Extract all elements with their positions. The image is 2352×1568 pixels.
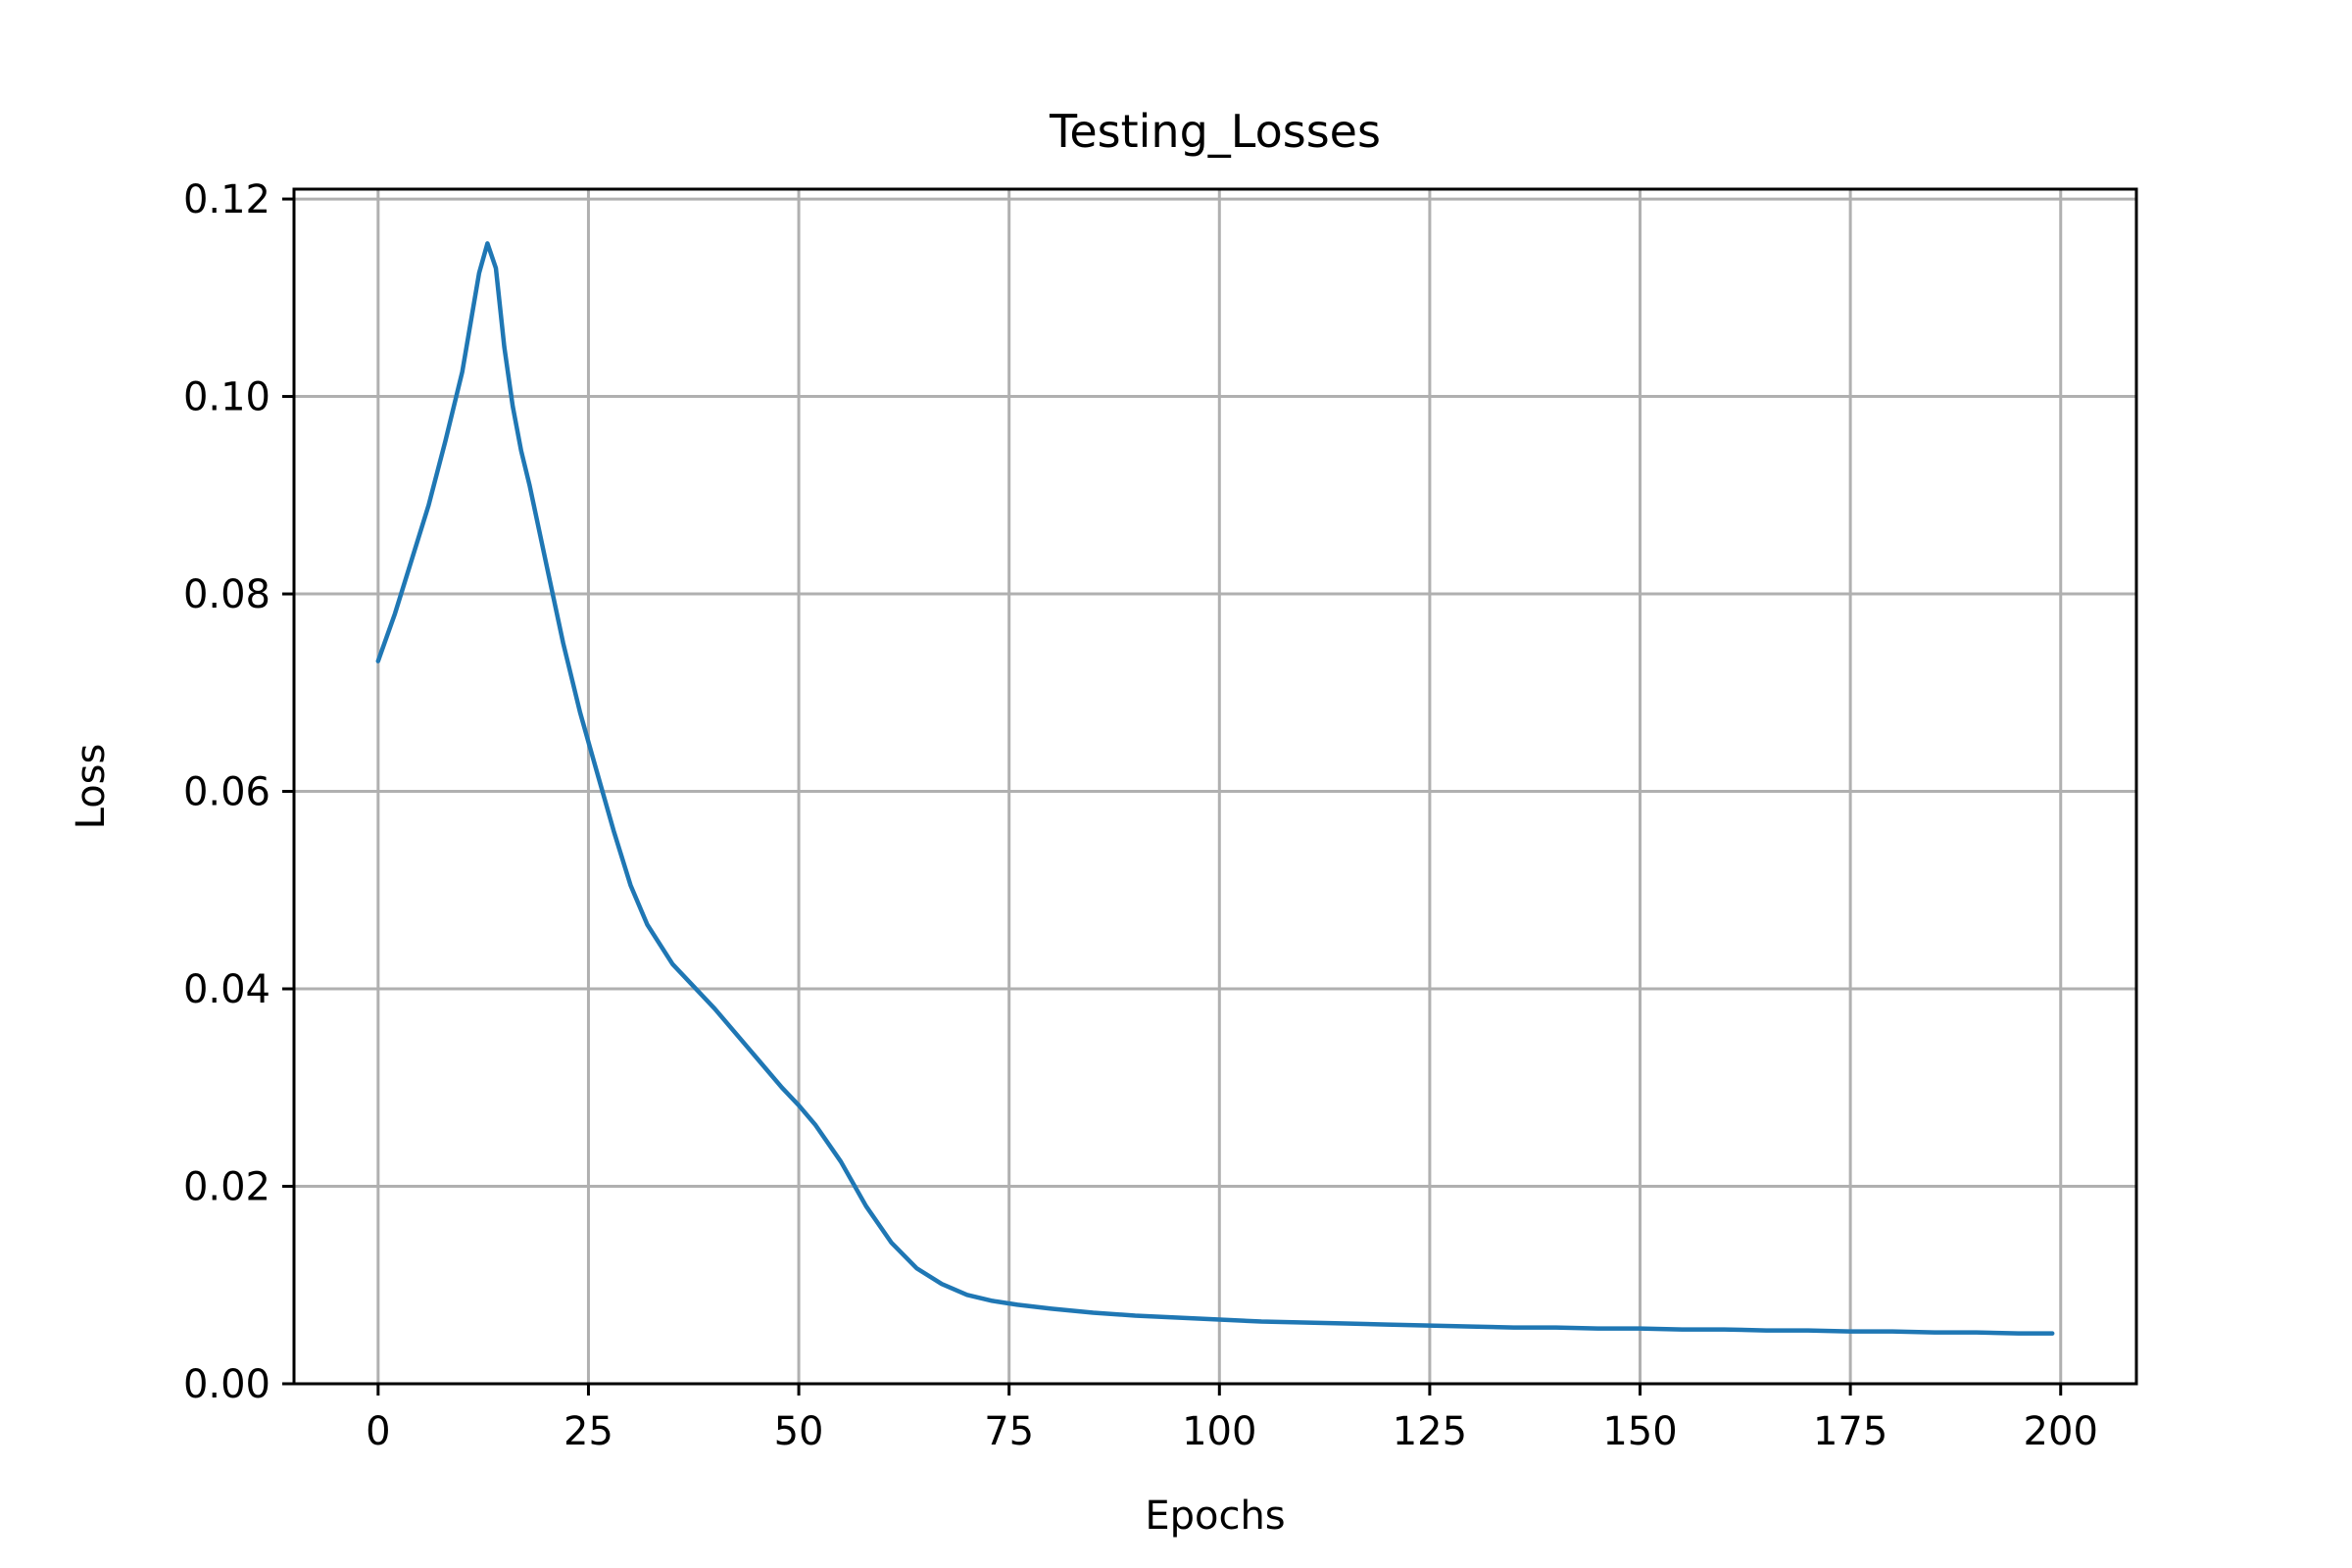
loss-series-line [375,241,2055,1336]
y-tick-label: 0.06 [183,770,270,815]
axes-frame [292,187,2138,1386]
y-tick-label: 0.10 [183,375,270,420]
y-tick-label: 0.02 [183,1165,270,1210]
chart-title: Testing_Losses [1049,105,1381,158]
x-tick-label: 50 [774,1409,824,1454]
x-tick-label: 75 [984,1409,1034,1454]
x-axis-label: Epochs [1145,1494,1285,1539]
x-tick-label: 100 [1182,1409,1256,1454]
series-layer [375,241,2055,1336]
x-tick-label: 25 [564,1409,613,1454]
x-tick-label: 175 [1813,1409,1887,1454]
x-tick-label: 150 [1602,1409,1677,1454]
axis-ticks: 0 25 50 75 100 125 150 175 200 0.00 0.02 0.04 0.06 0.… [183,177,2098,1454]
x-tick-label: 200 [2024,1409,2098,1454]
y-tick-label: 0.04 [183,967,270,1012]
y-tick-label: 0.12 [183,177,270,222]
x-tick-label: 0 [366,1409,390,1454]
y-axis-label: Loss [69,744,114,830]
x-tick-label: 125 [1393,1409,1467,1454]
y-tick-label: 0.00 [183,1362,270,1407]
y-tick-label: 0.08 [183,572,270,617]
